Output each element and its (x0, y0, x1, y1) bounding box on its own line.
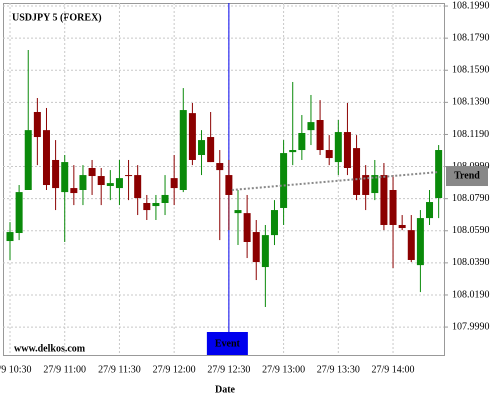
candle-body (362, 175, 370, 195)
candle-body (343, 132, 351, 169)
event-label: Event (215, 338, 241, 349)
candle-body (198, 140, 206, 156)
candle-body (134, 175, 142, 199)
candle-body (243, 213, 251, 243)
candle-body (70, 188, 78, 194)
candle-body (161, 194, 169, 203)
candle-body (125, 175, 133, 177)
candle-body (143, 202, 151, 211)
candle-body (188, 113, 196, 160)
y-tick-label: 108.0190 (452, 289, 490, 300)
candle-body (334, 132, 342, 163)
event-label-box (206, 332, 248, 355)
candle-body (79, 175, 87, 190)
x-tick-label: 27/9 11:00 (43, 364, 86, 375)
candle-body (252, 232, 260, 263)
candle-body (152, 202, 160, 207)
candle-body (398, 224, 406, 229)
y-tick-label: 108.1390 (452, 97, 490, 108)
candle-body (52, 159, 60, 189)
candle-body (24, 130, 32, 190)
candle-body (6, 232, 14, 242)
candle-body (61, 162, 69, 193)
candle-body (216, 163, 224, 171)
x-tick-label: 27/9 13:00 (262, 364, 305, 375)
trend-label-box (446, 166, 488, 187)
x-tick-label: 27/9 13:30 (317, 364, 360, 375)
y-tick-label: 108.0790 (452, 193, 490, 204)
trend-label: Trend (454, 170, 480, 181)
candle-body (289, 150, 297, 153)
watermark: www.delkos.com (14, 343, 86, 354)
x-tick-label: 27/9 10:30 (0, 364, 32, 375)
y-tick-label: 108.0390 (452, 257, 490, 268)
candle-body (270, 210, 278, 236)
candle-body (280, 153, 288, 208)
candle-body (42, 130, 50, 186)
candle-body (426, 202, 434, 219)
candle-body (261, 235, 269, 268)
candle-body (389, 189, 397, 225)
candle-body (416, 218, 424, 266)
candle-body (106, 183, 114, 186)
y-tick-label: 107.9990 (452, 321, 490, 332)
candle-body (179, 110, 187, 190)
candle-body (88, 168, 96, 177)
candle-body (316, 120, 324, 151)
candle-body (115, 178, 123, 189)
y-tick-label: 108.1190 (452, 129, 489, 140)
candle-body (435, 150, 443, 199)
candle-body (207, 137, 215, 163)
candle-body (307, 122, 315, 131)
candle-body (234, 210, 242, 214)
y-tick-label: 108.0590 (452, 225, 490, 236)
x-tick-label: 27/9 14:00 (372, 364, 415, 375)
x-tick-label: 27/9 12:30 (207, 364, 250, 375)
x-axis-label: Date (215, 384, 236, 395)
candle-body (170, 178, 178, 189)
candle-body (325, 150, 333, 159)
candle-body (353, 148, 361, 195)
x-tick-label: 27/9 11:30 (98, 364, 141, 375)
candle-body (407, 230, 415, 260)
candle-body (97, 176, 105, 186)
candle-body (225, 175, 233, 195)
candle-body (380, 175, 388, 225)
candle-body (33, 111, 41, 138)
plot-frame (3, 3, 445, 356)
candle-body (298, 133, 306, 151)
trend-line (231, 171, 439, 191)
y-tick-label: 108.1790 (452, 32, 490, 43)
candle-body (371, 175, 379, 194)
y-tick-label: 108.1590 (452, 65, 490, 76)
y-tick-label: 108.1990 (452, 0, 490, 11)
candle-body (15, 192, 23, 234)
chart-title: USDJPY 5 (FOREX) (12, 12, 102, 23)
x-tick-label: 27/9 12:00 (153, 364, 196, 375)
